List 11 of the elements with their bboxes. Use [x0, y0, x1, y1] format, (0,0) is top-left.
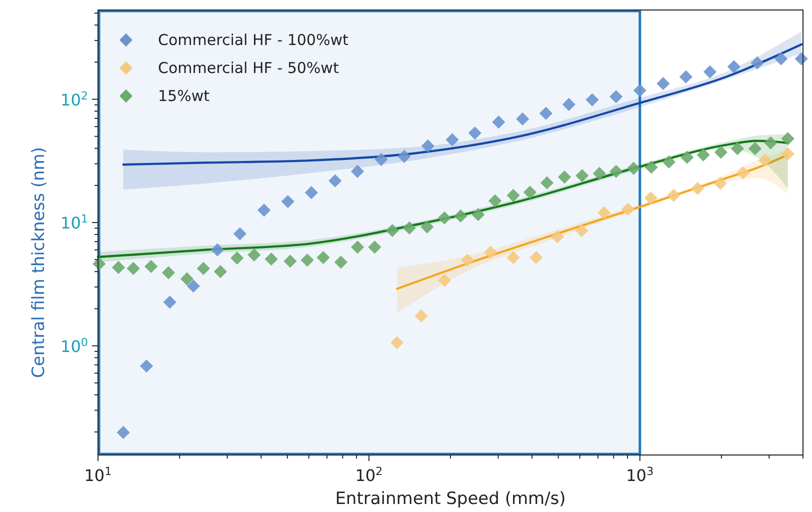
y-tick-label: 10$^{2}$ [60, 88, 88, 110]
x-tick-label: 10$^{1}$ [84, 464, 112, 485]
y-tick-label: 10$^{0}$ [60, 335, 88, 356]
legend-label: 15%wt [158, 87, 210, 105]
x-tick-label: 10$^{2}$ [355, 464, 383, 485]
legend-label: Commercial HF - 100%wt [158, 31, 348, 49]
legend-label: Commercial HF - 50%wt [158, 59, 339, 77]
y-axis-title: Central film thickness (nm) [29, 146, 49, 378]
y-tick-label: 10$^{1}$ [60, 212, 88, 233]
x-axis-title: Entrainment Speed (mm/s) [335, 489, 566, 509]
x-tick-label: 10$^{3}$ [626, 464, 654, 485]
